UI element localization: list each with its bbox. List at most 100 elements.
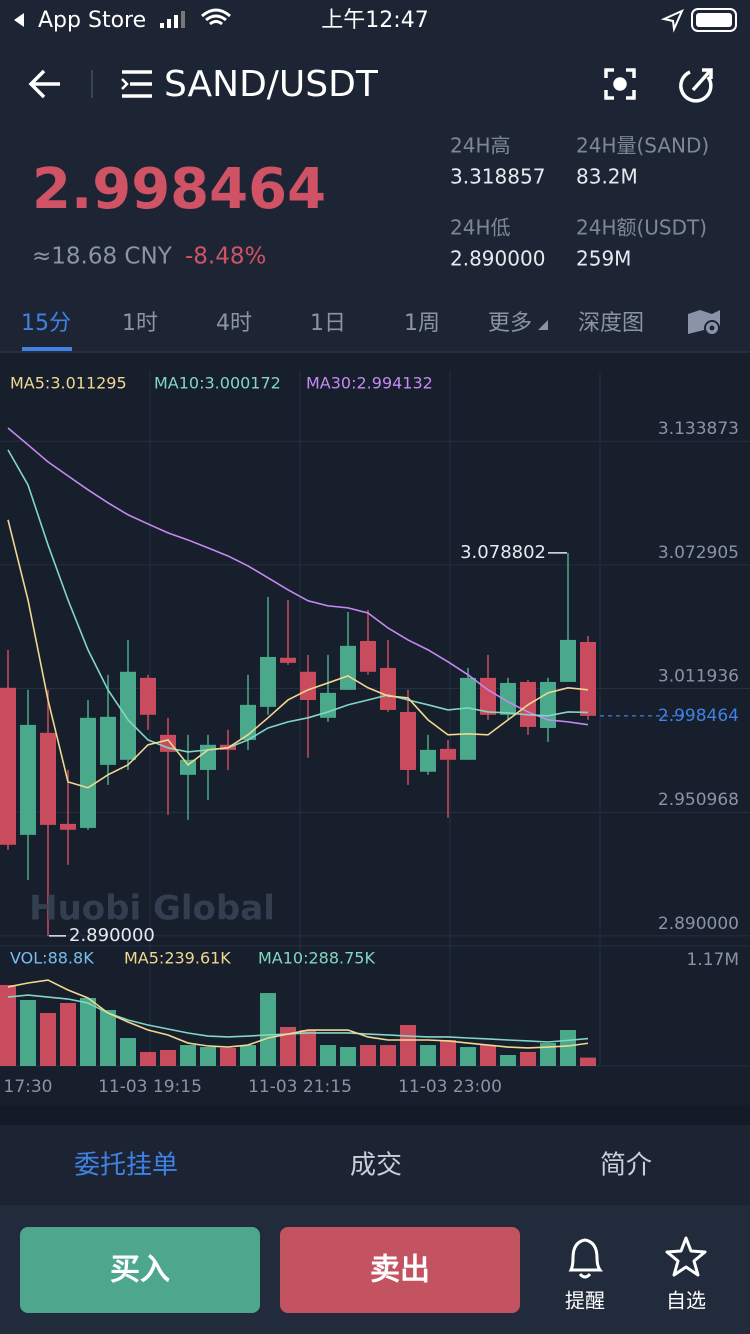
candle-body <box>160 734 176 752</box>
volume-bar <box>340 1047 356 1066</box>
candle-body <box>260 656 276 707</box>
candle-body <box>580 641 596 716</box>
clock: 上午12:47 <box>321 8 428 33</box>
chart-settings-icon[interactable] <box>688 310 720 336</box>
sell-button[interactable] <box>280 1227 520 1313</box>
candle-body <box>320 692 336 718</box>
candle-body <box>380 667 396 710</box>
candle-body <box>20 724 36 835</box>
volume-bar <box>20 999 36 1066</box>
buy-button[interactable] <box>20 1227 260 1313</box>
candle-body <box>80 717 96 828</box>
tab-underline <box>22 347 72 351</box>
candle-body <box>540 681 556 728</box>
alert-label[interactable]: 提醒 <box>565 1289 605 1313</box>
time-label: 11-03 19:15 <box>98 1077 202 1097</box>
volume-bar <box>260 993 276 1066</box>
candle-body <box>480 677 496 715</box>
depth-tab[interactable]: 深度图 <box>578 311 644 336</box>
bottom-tab[interactable]: 成交 <box>350 1151 402 1181</box>
stat-value: 259M <box>576 247 631 271</box>
ma30-line <box>7 427 589 726</box>
y-tick-label: 2.950968 <box>658 790 739 810</box>
watermark: Huobi Global <box>29 889 275 929</box>
pair-title[interactable]: SAND/USDT <box>164 64 379 105</box>
location-icon <box>660 9 684 33</box>
stat-value: 2.890000 <box>450 247 545 271</box>
more-arrow <box>538 320 548 330</box>
vol-ma5-line <box>7 979 589 1049</box>
last-price: 2.998464 <box>32 157 326 222</box>
interval-tab[interactable]: 1日 <box>310 311 346 336</box>
share-icon[interactable] <box>679 68 713 103</box>
wifi-icon <box>201 8 231 26</box>
ma5-line <box>7 519 589 789</box>
interval-tab[interactable]: 4时 <box>216 311 252 336</box>
volume-bar <box>80 997 96 1066</box>
pair-list-icon[interactable] <box>121 70 152 98</box>
header-bg <box>0 0 750 352</box>
high-label: 3.078802 <box>460 542 546 563</box>
volume-bar <box>280 1027 296 1066</box>
stat-value: 83.2M <box>576 165 638 189</box>
favorite-icon[interactable] <box>665 1236 707 1277</box>
buy-label: 买入 <box>110 1253 170 1288</box>
volume-bar <box>380 1045 396 1066</box>
stat-value: 3.318857 <box>450 165 545 189</box>
scan-icon[interactable] <box>604 68 636 100</box>
bottom-tab[interactable]: 简介 <box>600 1151 652 1181</box>
more-tab[interactable]: 更多 <box>488 311 532 336</box>
stat-label: 24H高 <box>450 134 511 158</box>
candle-body <box>40 732 56 825</box>
back-button[interactable] <box>28 69 60 99</box>
alert-icon[interactable] <box>568 1238 603 1279</box>
volume-bar <box>560 1030 576 1066</box>
candle-body <box>500 682 516 715</box>
candle-body <box>300 671 316 700</box>
time-label: 11-03 21:15 <box>248 1077 352 1097</box>
volume-bar <box>100 1010 116 1066</box>
time-label: 11-03 23:00 <box>398 1077 502 1097</box>
volume-bar <box>520 1051 536 1066</box>
y-tick-label: 2.890000 <box>658 914 739 934</box>
interval-tab-active[interactable]: 15分 <box>21 311 71 336</box>
volume-bar <box>220 1047 236 1066</box>
bottom-tab-active[interactable]: 委托挂单 <box>74 1151 178 1181</box>
interval-tab[interactable]: 1周 <box>404 311 440 336</box>
ma10-legend: MA10:3.000172 <box>154 374 281 393</box>
favorite-label[interactable]: 自选 <box>666 1289 706 1313</box>
candle-body <box>560 639 576 682</box>
interval-tab[interactable]: 1时 <box>122 311 158 336</box>
candle-body <box>280 657 296 663</box>
volume-bar <box>420 1045 436 1066</box>
candle-body <box>60 823 76 830</box>
stat-label: 24H额(USDT) <box>576 216 707 240</box>
separator <box>0 1105 750 1125</box>
volume-bar <box>160 1049 176 1066</box>
volume-bar <box>240 1045 256 1066</box>
candle-body <box>100 716 116 765</box>
y-tick-label: 3.011936 <box>658 667 739 687</box>
candle-body <box>400 711 416 770</box>
kline-chart: 3.133873 3.072905 3.011936 2.950968 2.890000… <box>0 372 750 1067</box>
vol-ma10-legend: MA10:288.75K <box>258 949 375 968</box>
volume-bar <box>0 984 16 1066</box>
candle-body <box>360 640 376 672</box>
volume-bar <box>540 1043 556 1066</box>
candle-body <box>0 687 16 845</box>
stat-label: 24H低 <box>450 216 511 240</box>
signal-icon <box>160 11 185 28</box>
vol-max-label: 1.17M <box>686 950 739 970</box>
volume-bar <box>360 1045 376 1066</box>
vol-legend: VOL:88.8K <box>10 949 94 968</box>
y-tick-label: 3.133873 <box>658 419 739 439</box>
volume-bar <box>500 1054 516 1066</box>
candle-body <box>200 744 216 770</box>
ma5-legend: MA5:3.011295 <box>10 374 127 393</box>
candle-body <box>440 748 456 760</box>
candle-body <box>180 759 196 775</box>
bottom-tabs-bg <box>0 1125 750 1205</box>
candle-body <box>340 645 356 690</box>
